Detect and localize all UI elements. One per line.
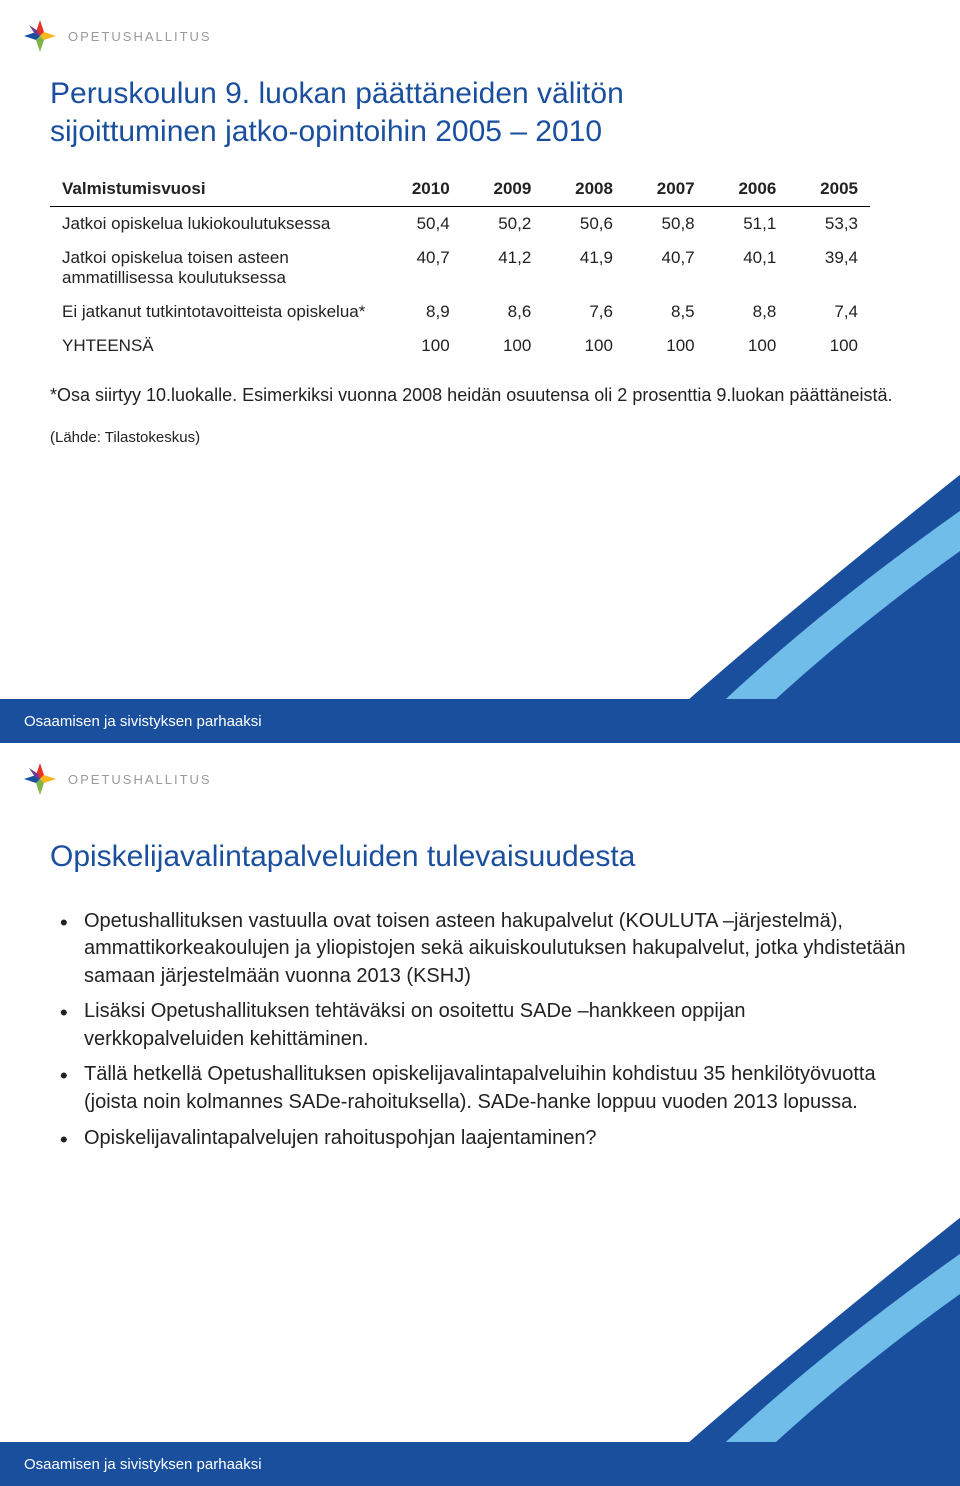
col-header-1: 2010 — [380, 172, 462, 207]
slide1-title: Peruskoulun 9. luokan päättäneiden välit… — [50, 75, 910, 150]
slide2-title: Opiskelijavalintapalveluiden tulevaisuud… — [50, 838, 910, 876]
footer-text: Osaamisen ja sivistyksen parhaaksi — [24, 713, 262, 730]
cell: 7,6 — [543, 295, 625, 329]
row-label: Jatkoi opiskelua lukiokoulutuksessa — [50, 207, 380, 242]
cell: 50,8 — [625, 207, 707, 242]
cell: 51,1 — [707, 207, 789, 242]
table-row: Ei jatkanut tutkintotavoitteista opiskel… — [50, 295, 870, 329]
row-label: YHTEENSÄ — [50, 329, 380, 363]
col-header-0: Valmistumisvuosi — [50, 172, 380, 207]
logo: OPETUSHALLITUS — [22, 18, 212, 54]
table-row: Jatkoi opiskelua lukiokoulutuksessa 50,4… — [50, 207, 870, 242]
cell: 40,7 — [625, 241, 707, 295]
cell: 8,6 — [462, 295, 544, 329]
cell: 50,6 — [543, 207, 625, 242]
cell: 53,3 — [788, 207, 870, 242]
footer-text: Osaamisen ja sivistyksen parhaaksi — [24, 1456, 262, 1473]
cell: 8,8 — [707, 295, 789, 329]
swoosh-icon — [640, 1126, 960, 1486]
cell: 100 — [625, 329, 707, 363]
bullet-list: Opetushallituksen vastuulla ovat toisen … — [50, 908, 910, 1153]
slide1-content: Peruskoulun 9. luokan päättäneiden välit… — [50, 75, 910, 446]
logo-text: OPETUSHALLITUS — [68, 29, 212, 44]
cell: 39,4 — [788, 241, 870, 295]
data-table: Valmistumisvuosi 2010 2009 2008 2007 200… — [50, 172, 870, 363]
cell: 40,1 — [707, 241, 789, 295]
cell: 50,4 — [380, 207, 462, 242]
slide-1: OPETUSHALLITUS Peruskoulun 9. luokan pää… — [0, 0, 960, 743]
cell: 41,2 — [462, 241, 544, 295]
table-total-row: YHTEENSÄ 100 100 100 100 100 100 — [50, 329, 870, 363]
row-label: Jatkoi opiskelua toisen asteen ammatilli… — [50, 241, 380, 295]
cell: 100 — [380, 329, 462, 363]
cell: 100 — [707, 329, 789, 363]
cell: 41,9 — [543, 241, 625, 295]
cell: 8,9 — [380, 295, 462, 329]
logo-text: OPETUSHALLITUS — [68, 772, 212, 787]
col-header-5: 2006 — [707, 172, 789, 207]
footer-bar: Osaamisen ja sivistyksen parhaaksi — [0, 1442, 960, 1486]
logo-icon — [22, 18, 58, 54]
table-row: Jatkoi opiskelua toisen asteen ammatilli… — [50, 241, 870, 295]
col-header-4: 2007 — [625, 172, 707, 207]
logo: OPETUSHALLITUS — [22, 761, 212, 797]
cell: 8,5 — [625, 295, 707, 329]
source-text: (Lähde: Tilastokeskus) — [50, 429, 910, 446]
cell: 100 — [788, 329, 870, 363]
slide2-content: Opiskelijavalintapalveluiden tulevaisuud… — [50, 838, 910, 1160]
list-item: Opiskelijavalintapalvelujen rahoituspohj… — [50, 1125, 910, 1153]
footer-bar: Osaamisen ja sivistyksen parhaaksi — [0, 699, 960, 743]
row-label: Ei jatkanut tutkintotavoitteista opiskel… — [50, 295, 380, 329]
cell: 50,2 — [462, 207, 544, 242]
title-line1: Peruskoulun 9. luokan päättäneiden välit… — [50, 77, 624, 110]
slide-2: OPETUSHALLITUS Opiskelijavalintapalvelui… — [0, 743, 960, 1486]
list-item: Opetushallituksen vastuulla ovat toisen … — [50, 908, 910, 991]
col-header-2: 2009 — [462, 172, 544, 207]
cell: 40,7 — [380, 241, 462, 295]
logo-icon — [22, 761, 58, 797]
cell: 100 — [543, 329, 625, 363]
cell: 100 — [462, 329, 544, 363]
table-header-row: Valmistumisvuosi 2010 2009 2008 2007 200… — [50, 172, 870, 207]
col-header-3: 2008 — [543, 172, 625, 207]
table-footnote: *Osa siirtyy 10.luokalle. Esimerkiksi vu… — [50, 383, 910, 407]
list-item: Lisäksi Opetushallituksen tehtäväksi on … — [50, 998, 910, 1053]
col-header-6: 2005 — [788, 172, 870, 207]
list-item: Tällä hetkellä Opetushallituksen opiskel… — [50, 1061, 910, 1116]
cell: 7,4 — [788, 295, 870, 329]
title-line2: sijoittuminen jatko-opintoihin 2005 – 20… — [50, 115, 602, 148]
